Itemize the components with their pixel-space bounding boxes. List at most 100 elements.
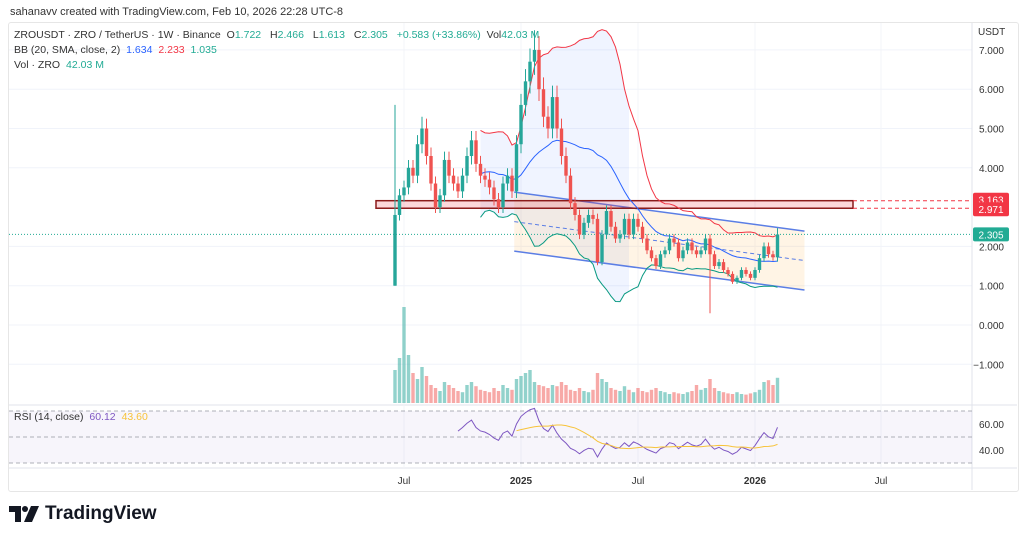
open-label: O bbox=[226, 29, 235, 41]
volume-bar bbox=[532, 382, 537, 403]
candle-body bbox=[672, 238, 676, 243]
zone-low-label-bg bbox=[973, 202, 1009, 217]
volume-bar bbox=[460, 392, 465, 403]
volume-bar bbox=[717, 391, 721, 403]
chart-panel[interactable] bbox=[8, 22, 1019, 492]
chart-credit: sahanavv created with TradingView.com, F… bbox=[10, 6, 344, 18]
volume-value: 42.03 M bbox=[66, 59, 104, 71]
price-tick-label: 5.000 bbox=[979, 125, 1004, 136]
volume-bar bbox=[496, 391, 501, 403]
candle-body bbox=[555, 97, 559, 129]
rsi-value: 60.12 bbox=[89, 411, 116, 423]
candle-body bbox=[438, 195, 442, 208]
symbol-title[interactable]: ZROUSDT · ZRO / TetherUS · 1W · Binance bbox=[14, 29, 221, 41]
candle-body bbox=[478, 163, 483, 176]
volume-bar bbox=[712, 388, 717, 403]
volume-bar bbox=[415, 379, 420, 403]
candle-body bbox=[694, 250, 699, 255]
volume-bar bbox=[429, 385, 433, 403]
candle-body bbox=[541, 89, 546, 117]
volume-bar bbox=[451, 388, 456, 403]
volume-bar bbox=[721, 392, 726, 403]
candle-body bbox=[442, 159, 447, 196]
volume-bar bbox=[577, 388, 582, 403]
volume-legend[interactable]: Vol · ZRO 42.03 M bbox=[14, 59, 107, 71]
candle-body bbox=[775, 234, 780, 258]
volume-bar bbox=[559, 382, 564, 403]
volume-bar bbox=[411, 373, 415, 403]
candle-body bbox=[537, 49, 541, 90]
tradingview-logo[interactable]: TradingView bbox=[9, 503, 157, 525]
volume-bar bbox=[586, 392, 591, 403]
candle-body bbox=[456, 183, 460, 192]
volume-bar bbox=[505, 388, 510, 403]
change-value: +0.583 (+33.86%) bbox=[396, 29, 481, 41]
candle-body bbox=[658, 254, 663, 267]
channel-upper-line bbox=[514, 191, 805, 232]
price-tick-label: 2.000 bbox=[979, 242, 1004, 253]
price-tick-label: −1.000 bbox=[973, 360, 1004, 371]
volume-bar bbox=[420, 367, 424, 403]
volume-bar bbox=[613, 389, 618, 403]
time-tick-label: Jul bbox=[632, 476, 645, 487]
volume-bar bbox=[699, 389, 703, 403]
close-value: 2.305 bbox=[361, 29, 388, 41]
candle-body bbox=[393, 214, 397, 286]
time-tick-label: 2026 bbox=[744, 476, 767, 487]
candle-body bbox=[748, 273, 753, 278]
volume-bar bbox=[555, 386, 559, 403]
price-tick-label: 7.000 bbox=[979, 46, 1004, 57]
bb-basis-line bbox=[480, 139, 778, 262]
candle-body bbox=[460, 175, 465, 192]
volume-bar bbox=[397, 358, 402, 403]
candle-body bbox=[667, 238, 672, 251]
candle-body bbox=[550, 97, 555, 129]
last-price-label-bg bbox=[973, 227, 1009, 242]
bb-legend[interactable]: BB (20, SMA, close, 2) 1.634 2.233 1.035 bbox=[14, 44, 220, 56]
candle-body bbox=[703, 238, 708, 251]
candle-body bbox=[685, 242, 690, 251]
volume-bar bbox=[433, 388, 438, 403]
candle-body bbox=[559, 128, 564, 157]
bb-lower-value: 1.035 bbox=[190, 44, 217, 56]
candle-body bbox=[469, 140, 474, 157]
price-tick-label: 0.000 bbox=[979, 321, 1004, 332]
candle-body bbox=[600, 234, 604, 263]
high-label: H bbox=[270, 29, 278, 41]
low-label: L bbox=[312, 29, 319, 41]
candle-body bbox=[510, 175, 514, 192]
price-axis-unit[interactable]: USDT bbox=[978, 27, 1006, 38]
candle-body bbox=[631, 218, 636, 235]
candle-body bbox=[730, 273, 735, 282]
candle-body bbox=[721, 262, 726, 270]
volume-bar bbox=[510, 389, 514, 403]
volume-bar bbox=[735, 392, 739, 403]
rsi-ma-line bbox=[516, 424, 778, 450]
vol-label: Vol bbox=[486, 29, 502, 41]
candle-body bbox=[411, 167, 415, 176]
volume-bar bbox=[469, 382, 474, 403]
volume-bar bbox=[487, 392, 492, 403]
candle-body bbox=[573, 203, 577, 215]
candle-body bbox=[519, 104, 523, 145]
rsi-band bbox=[9, 411, 972, 463]
candle-body bbox=[474, 140, 478, 164]
volume-bar bbox=[591, 389, 595, 403]
volume-bar bbox=[681, 394, 685, 403]
volume-bar bbox=[649, 389, 654, 403]
volume-bar bbox=[627, 389, 631, 403]
volume-bar bbox=[442, 382, 447, 403]
volume-bar bbox=[636, 388, 640, 403]
volume-bar bbox=[654, 388, 658, 403]
channel-lower-line bbox=[514, 250, 805, 291]
resistance-zone bbox=[375, 199, 854, 209]
volume-bar bbox=[568, 389, 573, 403]
rsi-legend[interactable]: RSI (14, close) 60.12 43.60 bbox=[14, 411, 151, 423]
volume-bar bbox=[645, 392, 649, 403]
volume-bar bbox=[582, 391, 586, 403]
volume-bar bbox=[766, 380, 771, 403]
candle-body bbox=[514, 144, 519, 192]
volume-bar bbox=[537, 385, 541, 403]
last-price-label: 2.305 bbox=[978, 230, 1003, 241]
